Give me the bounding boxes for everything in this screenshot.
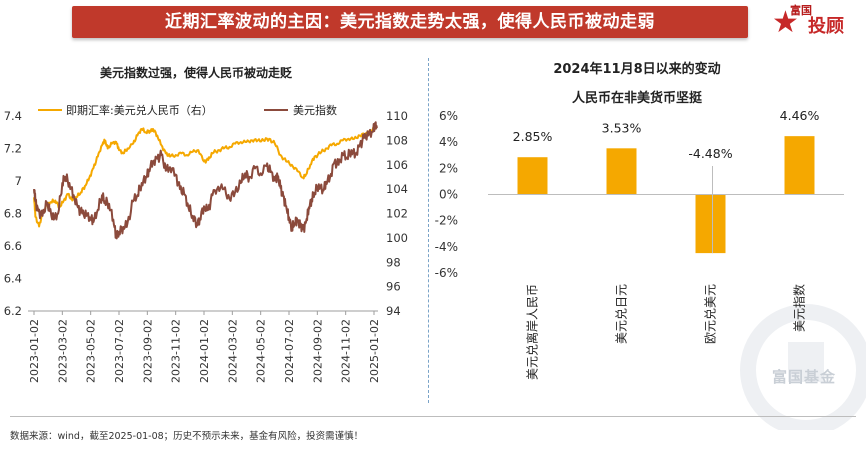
right-chart-subtitle: 人民币在非美货币坚挺 <box>572 90 703 106</box>
x-tick-label: 2024-07-02 <box>283 319 296 383</box>
bar-y-tick: 6% <box>439 109 458 123</box>
left-y-tick: 7 <box>15 174 22 188</box>
x-tick-label: 2023-11-02 <box>170 319 183 383</box>
bar-y-tick: 0% <box>439 188 458 202</box>
left-y-tick: 7.4 <box>4 109 22 123</box>
legend-label-fx: 即期汇率:美元兑人民币（右） <box>66 103 213 117</box>
bar-chart: 2024年11月8日以来的变动 人民币在非美货币坚挺 6% 4% 2% 0% -2% -4… <box>435 61 844 380</box>
fx-rate-line <box>33 124 378 228</box>
logo-top-text: 富国 <box>790 4 812 17</box>
x-axis: 2023-01-02 2023-03-02 2023-05-02 2023-07-02… <box>28 310 381 383</box>
bar <box>517 157 548 195</box>
bar-y-axis: 6% 4% 2% 0% -2% -4% -6% <box>435 109 458 280</box>
legend-label-dxy: 美元指数 <box>293 103 337 117</box>
brand-logo: ★ 富国 投顾 <box>768 2 862 44</box>
right-y-tick: 108 <box>386 133 408 147</box>
bar-category-label: 欧元兑美元 <box>704 284 718 344</box>
bar-y-tick: -2% <box>435 214 458 228</box>
bar-value-label: 2.85% <box>513 129 553 144</box>
watermark-logo <box>740 304 866 430</box>
right-y-axis: 94 96 98 100 102 104 106 108 110 <box>386 109 408 318</box>
logo-main-text: 投顾 <box>808 16 844 37</box>
bar <box>784 136 815 195</box>
bar-y-tick: 4% <box>439 135 458 149</box>
footer-divider <box>10 416 856 417</box>
dollar-index-line <box>33 121 378 240</box>
x-tick-label: 2023-01-02 <box>28 319 41 383</box>
right-y-tick: 104 <box>386 182 408 196</box>
bar-y-tick: 2% <box>439 161 458 175</box>
x-tick-label: 2023-03-02 <box>56 319 69 383</box>
left-chart-legend: 即期汇率:美元兑人民币（右） 美元指数 <box>38 103 337 117</box>
line-series <box>33 121 378 240</box>
bar-category-label: 美元兑离岸人民币 <box>525 284 540 380</box>
watermark-text: 富国基金 <box>772 368 837 386</box>
x-tick-label: 2024-09-02 <box>311 319 324 383</box>
left-y-axis: 6.2 6.4 6.6 6.8 7 7.2 7.4 <box>4 109 22 318</box>
x-tick-label: 2024-01-02 <box>198 319 211 383</box>
x-tick-label: 2023-07-02 <box>113 319 126 383</box>
bar-category-label: 美元指数 <box>792 284 807 332</box>
line-chart: 美元指数过强，使得人民币被动走贬 即期汇率:美元兑人民币（右） 美元指数 6.2… <box>4 65 408 383</box>
bar-value-label: -4.48% <box>688 146 732 161</box>
x-tick-label: 2024-03-02 <box>226 319 239 383</box>
x-tick-label: 2023-09-02 <box>141 319 154 383</box>
x-tick-label: 2024-05-02 <box>255 319 268 383</box>
bar <box>695 194 726 254</box>
right-y-tick: 100 <box>386 231 408 245</box>
header-banner: 近期汇率波动的主因：美元指数走势太强，使得人民币被动走弱 ★ 富国 投顾 <box>0 0 866 44</box>
x-tick-label: 2023-05-02 <box>85 319 98 383</box>
right-y-tick: 102 <box>386 207 408 221</box>
bar-y-tick: -4% <box>435 240 458 254</box>
page-title: 近期汇率波动的主因：美元指数走势太强，使得人民币被动走弱 <box>165 12 655 32</box>
left-chart-title: 美元指数过强，使得人民币被动走贬 <box>100 65 293 80</box>
star-icon: ★ <box>772 5 799 40</box>
right-y-tick: 96 <box>386 280 401 294</box>
x-tick-label: 2025-01-02 <box>368 319 381 383</box>
title-bar: 近期汇率波动的主因：美元指数走势太强，使得人民币被动走弱 <box>72 6 748 38</box>
right-y-tick: 98 <box>386 255 401 269</box>
bar-value-label: 4.46% <box>780 108 820 123</box>
bar <box>606 148 637 195</box>
bar-value-label: 3.53% <box>602 120 642 135</box>
panel-divider <box>428 58 429 403</box>
bar-y-tick: -6% <box>435 266 458 280</box>
left-y-tick: 6.6 <box>4 239 22 253</box>
left-y-tick: 7.2 <box>4 142 22 156</box>
left-y-tick: 6.2 <box>4 304 22 318</box>
right-chart-title: 2024年11月8日以来的变动 <box>553 61 720 77</box>
right-y-tick: 94 <box>386 304 401 318</box>
x-tick-label: 2024-11-02 <box>340 319 353 383</box>
bar-category-label: 美元兑日元 <box>615 284 629 344</box>
right-y-tick: 110 <box>386 109 408 123</box>
footer-source: 数据来源：wind，截至2025-01-08；历史不预示未来，基金有风险，投资需… <box>10 431 364 442</box>
bar-series: 2.85% 美元兑离岸人民币 3.53% 美元兑日元 -4.48% 欧元兑美元 4.46% 美… <box>488 108 844 380</box>
left-y-tick: 6.8 <box>4 207 22 221</box>
left-y-tick: 6.4 <box>4 272 22 286</box>
right-y-tick: 106 <box>386 158 408 172</box>
